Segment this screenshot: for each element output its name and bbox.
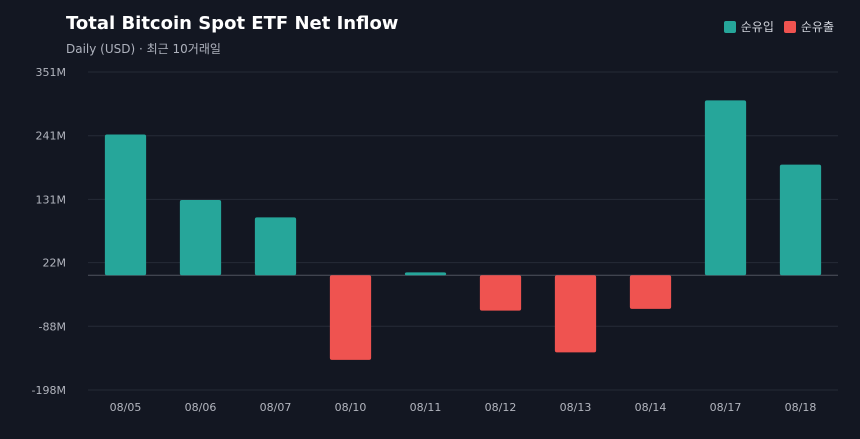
bar-08-12 xyxy=(479,275,522,311)
x-tick-label: 08/06 xyxy=(185,401,217,414)
x-tick-label: 08/11 xyxy=(410,401,442,414)
x-tick-label: 08/10 xyxy=(335,401,367,414)
x-tick-label: 08/05 xyxy=(110,401,142,414)
y-tick-label: -88M xyxy=(39,320,66,333)
legend-swatch-outflow xyxy=(783,20,796,33)
bar-08-10 xyxy=(329,275,372,360)
chart-title: Total Bitcoin Spot ETF Net Inflow xyxy=(66,13,399,34)
y-tick-label: 351M xyxy=(36,66,67,79)
x-tick-label: 08/07 xyxy=(260,401,292,414)
bar-08-05 xyxy=(104,134,147,276)
x-axis: 08/05 08/06 08/07 08/10 08/11 08/12 08/13 08/14… xyxy=(110,401,817,414)
legend-label-outflow: 순유출 xyxy=(800,20,834,34)
x-tick-label: 08/14 xyxy=(635,401,667,414)
bar-08-14 xyxy=(629,275,672,309)
x-tick-label: 08/12 xyxy=(485,401,517,414)
chart-subtitle: Daily (USD) · 최근 10거래일 xyxy=(66,42,221,56)
y-axis: 351M 241M 131M 22M -88M -198M xyxy=(32,66,66,397)
bars xyxy=(104,100,822,360)
legend-swatch-inflow xyxy=(723,20,736,33)
bar-08-06 xyxy=(179,200,222,276)
legend-item-outflow: 순유출 xyxy=(783,18,834,35)
y-tick-label: -198M xyxy=(32,384,66,397)
y-tick-label: 241M xyxy=(36,130,67,143)
bar-08-07 xyxy=(254,217,297,276)
legend-item-inflow: 순유입 xyxy=(723,18,774,35)
x-tick-label: 08/17 xyxy=(710,401,742,414)
bar-08-11 xyxy=(404,272,447,276)
bar-08-17 xyxy=(704,100,747,276)
y-tick-label: 22M xyxy=(43,257,67,270)
bar-08-13 xyxy=(554,275,597,353)
legend: 순유입 순유출 xyxy=(723,18,834,35)
legend-label-inflow: 순유입 xyxy=(740,20,774,34)
x-tick-label: 08/13 xyxy=(560,401,592,414)
bar-08-18 xyxy=(779,164,822,276)
x-tick-label: 08/18 xyxy=(785,401,817,414)
y-tick-label: 131M xyxy=(36,193,67,206)
